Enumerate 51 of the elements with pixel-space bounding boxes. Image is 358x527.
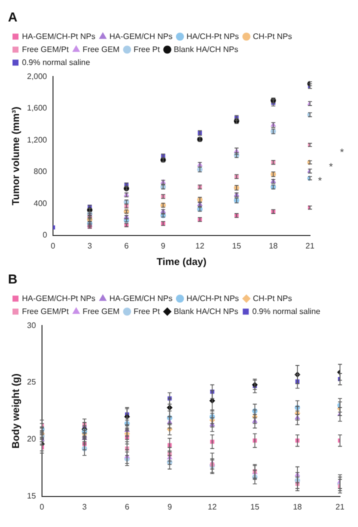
x-tick-label: 9 — [160, 241, 166, 250]
legend-label: Free GEM — [82, 306, 120, 316]
x-tick-label: 21 — [306, 241, 315, 250]
y-tick-label: 1,200 — [26, 135, 48, 144]
legend-label: Free GEM/Pt — [22, 44, 70, 54]
y-tick-label: 30 — [26, 320, 36, 330]
legend-label: CH-Pt NPs — [252, 32, 292, 41]
legend-label: Blank HA/CH NPs — [174, 44, 238, 54]
x-tick-label: 6 — [124, 502, 130, 512]
legend-label: HA-GEM/CH NPs — [109, 32, 172, 41]
y-tick-label: 20 — [26, 434, 36, 444]
legend-label: HA/CH-Pt NPs — [186, 32, 239, 41]
legend-label: HA-GEM/CH-Pt NPs — [22, 294, 96, 303]
x-tick-label: 3 — [88, 241, 93, 250]
legend-label: HA-GEM/CH-Pt NPs — [22, 32, 96, 41]
x-tick-label: 6 — [124, 241, 130, 250]
legend-label: 0.9% normal saline — [252, 306, 321, 316]
x-tick-label: 3 — [82, 502, 88, 512]
y-tick-label: 1,600 — [26, 104, 48, 113]
x-tick-label: 15 — [250, 502, 260, 512]
legend-label: Free GEM — [82, 44, 120, 54]
legend-label: Free GEM/Pt — [22, 306, 70, 316]
y-tick-label: 400 — [34, 198, 48, 208]
y-tick-label: 15 — [26, 492, 36, 501]
x-tick-label: 12 — [208, 502, 218, 512]
legend-label: CH-Pt NPs — [252, 294, 292, 303]
y-tick-label: 0 — [42, 230, 48, 240]
x-tick-label: 0 — [50, 241, 56, 250]
chart-title: A — [8, 9, 18, 24]
y-tick-label: 800 — [34, 167, 48, 176]
x-tick-label: 18 — [268, 241, 278, 250]
legend-label: Free Pt — [134, 306, 161, 316]
text: * — [340, 148, 344, 159]
legend-label: HA/CH-Pt NPs — [186, 294, 239, 303]
y-tick-label: 2,000 — [26, 72, 48, 81]
legend-label: Blank HA/CH NPs — [174, 306, 238, 316]
legend-label: Free Pt — [134, 44, 161, 54]
y-axis-title: Body weight (g) — [10, 374, 22, 448]
legend-label: HA-GEM/CH NPs — [109, 294, 172, 303]
y-axis-title: Tumor volume (mm³) — [10, 106, 22, 206]
text: * — [318, 176, 322, 188]
text: * — [329, 162, 334, 173]
x-tick-label: 18 — [292, 502, 302, 512]
legend-label: 0.9% normal saline — [22, 58, 91, 67]
x-tick-label: 9 — [167, 502, 172, 512]
y-tick-label: 25 — [26, 378, 36, 387]
x-tick-label: 12 — [195, 241, 205, 250]
x-tick-label: 21 — [336, 502, 345, 512]
x-tick-label: 15 — [232, 241, 242, 250]
chart-title: B — [8, 271, 18, 286]
x-axis-title: Time (day) — [156, 256, 206, 268]
